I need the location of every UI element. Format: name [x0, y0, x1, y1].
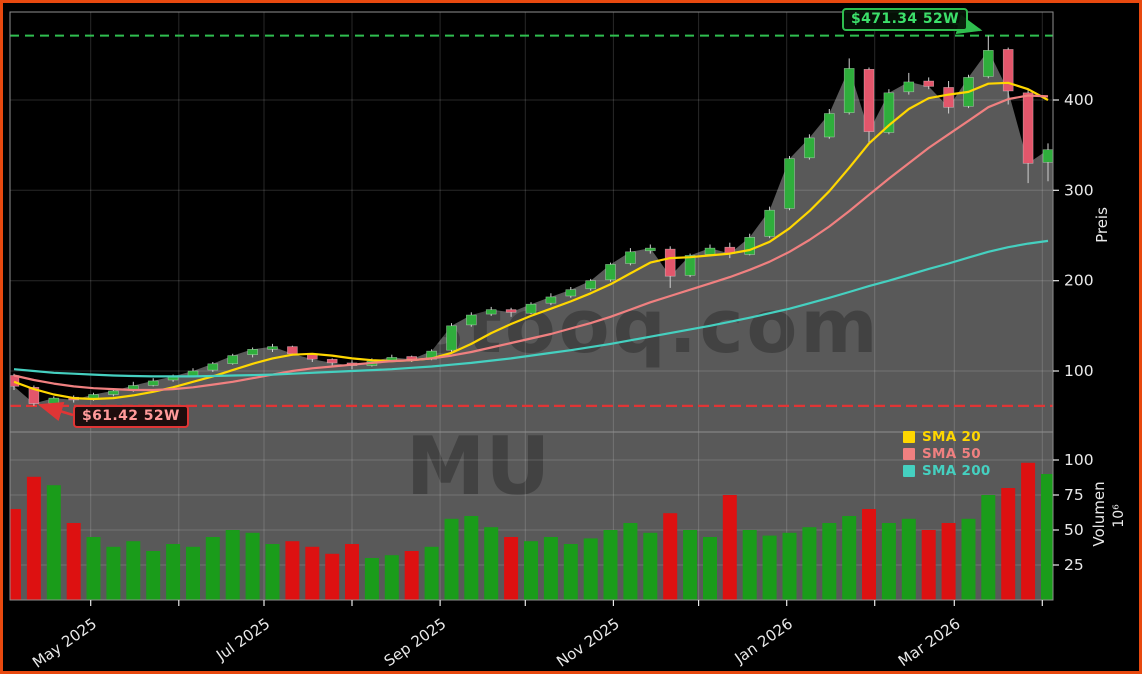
- price-axis-title: Preis: [1093, 207, 1111, 243]
- sma200-label: SMA 200: [922, 462, 991, 479]
- sma50-swatch-icon: [903, 447, 915, 460]
- svg-text:25: 25: [1064, 556, 1084, 574]
- sma50-label: SMA 50: [922, 445, 981, 462]
- svg-text:Jan 2026: Jan 2026: [731, 615, 796, 668]
- svg-text:100: 100: [1064, 451, 1094, 469]
- low-52w-label: $61.42 52W: [82, 408, 180, 424]
- legend-item-sma200: SMA 200: [903, 462, 991, 479]
- high-52w-annotation: $471.34 52W: [842, 8, 968, 31]
- svg-text:Nov 2025: Nov 2025: [553, 615, 622, 671]
- sma-legend: SMA 20 SMA 50 SMA 200: [903, 428, 991, 479]
- high-52w-label: $471.34 52W: [851, 11, 959, 27]
- legend-item-sma20: SMA 20: [903, 428, 991, 445]
- low-52w-annotation: $61.42 52W: [73, 405, 189, 428]
- sma200-swatch-icon: [903, 464, 915, 477]
- svg-text:May 2025: May 2025: [29, 615, 100, 672]
- svg-text:400: 400: [1064, 91, 1094, 109]
- svg-text:stooq.com: stooq.com: [420, 284, 881, 370]
- volume-axis-title: Volumen: [1090, 481, 1108, 547]
- svg-text:200: 200: [1064, 272, 1094, 290]
- svg-text:Sep 2025: Sep 2025: [381, 615, 450, 671]
- svg-text:75: 75: [1064, 486, 1084, 504]
- svg-text:Mar 2026: Mar 2026: [895, 615, 964, 671]
- legend-item-sma50: SMA 50: [903, 445, 991, 462]
- sma20-label: SMA 20: [922, 428, 981, 445]
- svg-text:300: 300: [1064, 181, 1094, 199]
- volume-axis-unit: 10⁶: [1111, 504, 1127, 528]
- sma20-swatch-icon: [903, 430, 915, 443]
- svg-text:Jul 2025: Jul 2025: [212, 615, 273, 665]
- svg-text:100: 100: [1064, 362, 1094, 380]
- svg-text:MU: MU: [406, 420, 551, 513]
- svg-text:50: 50: [1064, 521, 1084, 539]
